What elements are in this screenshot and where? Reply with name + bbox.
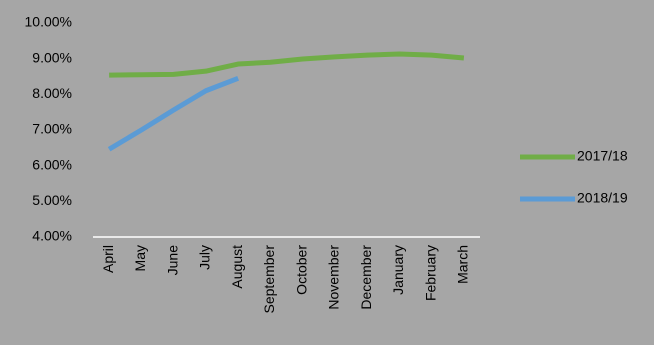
series-line <box>109 51 465 78</box>
x-tick-label: September <box>261 245 277 314</box>
series-line <box>107 75 240 152</box>
y-tick-label: 7.00% <box>32 121 72 137</box>
legend-label: 2018/19 <box>577 190 628 206</box>
x-tick-label: April <box>100 245 116 273</box>
x-tick-label: July <box>197 245 213 270</box>
x-tick-label: December <box>358 245 374 310</box>
x-tick-label: October <box>293 245 309 295</box>
x-tick-label: February <box>422 245 438 301</box>
x-tick-label: January <box>390 245 406 295</box>
y-tick-label: 5.00% <box>32 192 72 208</box>
x-tick-label: August <box>229 245 245 289</box>
y-tick-label: 6.00% <box>32 156 72 172</box>
x-tick-label: May <box>132 245 148 271</box>
legend-label: 2017/18 <box>577 148 628 164</box>
y-tick-label: 9.00% <box>32 49 72 65</box>
y-tick-label: 10.00% <box>25 14 72 30</box>
y-tick-label: 4.00% <box>32 228 72 244</box>
x-tick-label: March <box>455 245 471 284</box>
x-tick-label: November <box>326 245 342 310</box>
x-tick-label: June <box>164 245 180 276</box>
y-tick-label: 8.00% <box>32 85 72 101</box>
